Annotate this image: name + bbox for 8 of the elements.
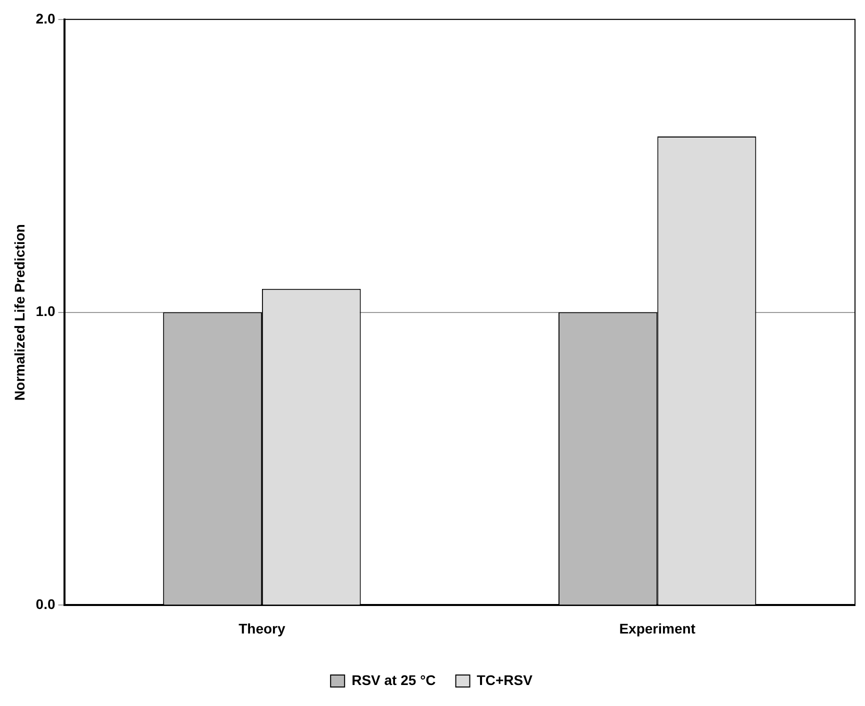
y-tick-label: 1.0: [36, 303, 56, 320]
legend-label: RSV at 25 °C: [352, 672, 436, 688]
y-axis-title: Normalized Life Prediction: [11, 224, 28, 401]
x-tick-label: Theory: [238, 620, 286, 636]
x-tick-label: Experiment: [619, 620, 696, 636]
legend-label: TC+RSV: [476, 672, 534, 688]
y-tick-label: 2.0: [36, 10, 56, 26]
y-tick-label: 0.0: [36, 596, 56, 612]
